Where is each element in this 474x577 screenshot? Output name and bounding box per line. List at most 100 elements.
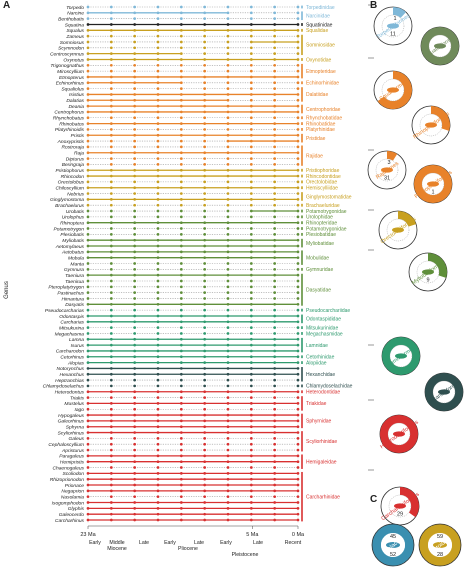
occurrence-point (179, 34, 183, 38)
genus-row: Scoliodon (63, 471, 300, 477)
shark-silhouette-icon (425, 122, 437, 128)
family-label: Centrophoridae (306, 107, 341, 113)
occurrence-point (203, 122, 207, 125)
occurrence-point (203, 355, 207, 359)
occurrence-point (156, 238, 160, 242)
occurrence-point (86, 506, 90, 510)
occurrence-point (109, 209, 113, 213)
genus-row: Cetorhinus (60, 355, 300, 361)
occurrence-point (86, 122, 90, 125)
occurrence-point (133, 512, 137, 516)
occurrence-point (156, 81, 160, 85)
occurrence-point (226, 58, 230, 61)
occurrence-point (273, 466, 277, 469)
occurrence-point (203, 69, 207, 73)
genus-label: Scoliodon (63, 471, 85, 477)
occurrence-point (109, 361, 113, 364)
occurrence-point (273, 5, 277, 9)
occurrence-point (226, 122, 230, 125)
occurrence-point (203, 308, 207, 312)
occurrence-point (86, 413, 90, 417)
family-group: Brachaeluridae (301, 203, 340, 209)
shark-silhouette-icon (438, 389, 450, 395)
occurrence-point (203, 466, 207, 469)
occurrence-point (273, 133, 277, 137)
occurrence-point (109, 273, 113, 277)
occurrence-point (109, 163, 113, 166)
occurrence-point (86, 186, 90, 190)
occurrence-point (226, 349, 230, 353)
occurrence-point (296, 407, 300, 411)
genus-row: Trigonognathus (50, 63, 300, 69)
occurrence-point (179, 128, 183, 131)
occurrence-point (109, 110, 113, 114)
family-group: Squatinidae (301, 22, 333, 28)
occurrence-point (226, 63, 230, 67)
occurrence-point (109, 250, 113, 254)
panel-b: 111TorpediniformesSquatiniformesSqualifo… (367, 4, 464, 526)
occurrence-point (86, 337, 90, 341)
family-group: Narcinidae (301, 11, 330, 21)
occurrence-point (226, 285, 230, 289)
occurrence-point (226, 407, 230, 411)
occurrence-point (249, 384, 253, 388)
family-group: Dalatiidae (301, 87, 328, 102)
occurrence-point (249, 419, 253, 423)
occurrence-point (133, 221, 137, 225)
occurrence-point (86, 372, 90, 376)
occurrence-point (133, 297, 137, 300)
occurrence-point (109, 302, 113, 306)
occurrence-point (133, 192, 137, 195)
genus-label: Rhynchobatus (53, 116, 85, 122)
family-group: Myliobatidae (301, 238, 334, 248)
occurrence-point (273, 69, 277, 73)
occurrence-point (179, 437, 183, 440)
occurrence-point (296, 133, 300, 137)
occurrence-point (226, 69, 230, 73)
occurrence-point (109, 477, 113, 481)
occurrence-point (226, 180, 230, 184)
occurrence-point (203, 174, 207, 178)
genus-label: Heterodontus (55, 390, 85, 396)
genus-row: Echinorhinus (56, 81, 300, 87)
occurrence-point (156, 174, 160, 178)
genus-row: Paragaleus (59, 454, 300, 460)
occurrence-point (296, 168, 300, 172)
family-label: Scyliorhinidae (306, 439, 337, 445)
occurrence-point (133, 168, 137, 172)
occurrence-point (86, 151, 90, 155)
shark-silhouette-icon (387, 23, 399, 29)
family-label: Urolophidae (306, 215, 333, 221)
occurrence-point (86, 233, 90, 236)
occurrence-point (179, 186, 183, 190)
occurrence-point (249, 209, 253, 213)
occurrence-point (203, 291, 207, 294)
occurrence-point (203, 314, 207, 318)
occurrence-point (296, 174, 300, 178)
occurrence-point (109, 221, 113, 225)
occurrence-point (156, 5, 160, 9)
occurrence-point (109, 308, 113, 312)
genus-label: Megachasma (55, 331, 85, 337)
genus-row: Megachasma (55, 331, 300, 337)
occurrence-point (226, 87, 230, 90)
occurrence-point (179, 337, 183, 341)
genus-row: Carcharias (60, 320, 300, 326)
occurrence-point (156, 302, 160, 306)
genus-label: Heptranchias (55, 378, 84, 384)
occurrence-point (273, 361, 277, 364)
occurrence-point (203, 483, 207, 487)
order-donut: Rhinopristiformes (411, 105, 451, 145)
occurrence-point (109, 442, 113, 446)
occurrence-point (226, 320, 230, 324)
occurrence-point (109, 198, 113, 201)
genus-label: Mustelus (64, 401, 84, 407)
genus-row: Alopias (67, 360, 300, 366)
occurrence-point (296, 390, 300, 394)
occurrence-point (273, 367, 277, 370)
occurrence-point (249, 442, 253, 446)
genus-row: Dasyatis (65, 302, 300, 308)
family-label: Mobulidae (306, 255, 329, 261)
occurrence-point (156, 419, 160, 423)
